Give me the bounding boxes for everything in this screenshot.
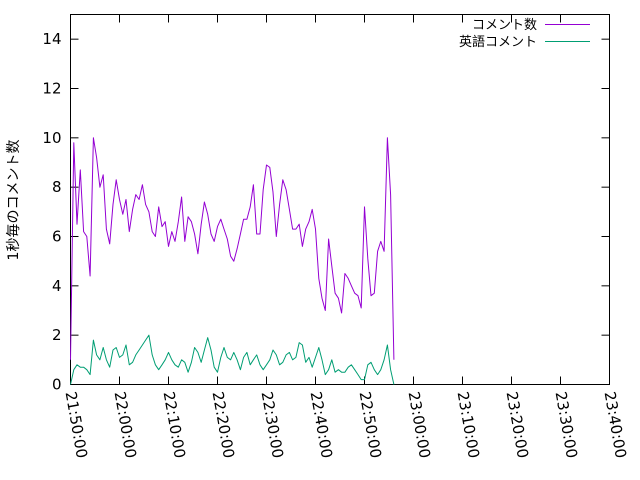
y-axis-title: 1秒毎のコメント数: [6, 140, 22, 261]
x-tick-label: 21:50:00: [62, 390, 91, 459]
x-tick-label: 22:20:00: [209, 390, 238, 459]
y-axis: 0 2 4 6 8 10 12 14: [42, 30, 610, 394]
y-tick-label: 6: [52, 228, 62, 246]
y-tick-label: 8: [52, 178, 62, 196]
y-tick-label: 0: [52, 376, 62, 394]
x-tick-label: 23:40:00: [601, 390, 630, 459]
legend-label-series-0: コメント数: [472, 18, 537, 33]
x-tick-label: 22:50:00: [356, 390, 385, 459]
x-tick-label: 22:00:00: [111, 390, 140, 459]
x-tick-label: 23:00:00: [405, 390, 434, 459]
x-tick-label: 22:10:00: [160, 390, 189, 459]
legend-label-series-1: 英語コメント: [459, 34, 537, 50]
y-tick-label: 4: [52, 277, 62, 295]
y-tick-label: 12: [42, 80, 61, 98]
plot-frame: [70, 14, 610, 385]
series-line-0: [70, 137, 395, 360]
legend: コメント数 英語コメント: [459, 18, 590, 50]
x-tick-label: 22:30:00: [258, 390, 287, 459]
y-tick-label: 14: [42, 30, 61, 48]
series-line-1: [70, 334, 395, 385]
x-tick-label: 22:40:00: [307, 390, 336, 459]
x-tick-label: 23:20:00: [503, 390, 532, 459]
y-tick-label: 2: [52, 326, 62, 344]
x-tick-label: 23:30:00: [552, 390, 581, 459]
x-tick-label: 23:10:00: [454, 390, 483, 459]
x-axis: 21:50:00 22:00:00 22:10:00 22:20:00 22:30:00…: [62, 14, 630, 460]
y-tick-label: 10: [42, 129, 61, 147]
series-lines: [70, 137, 395, 385]
